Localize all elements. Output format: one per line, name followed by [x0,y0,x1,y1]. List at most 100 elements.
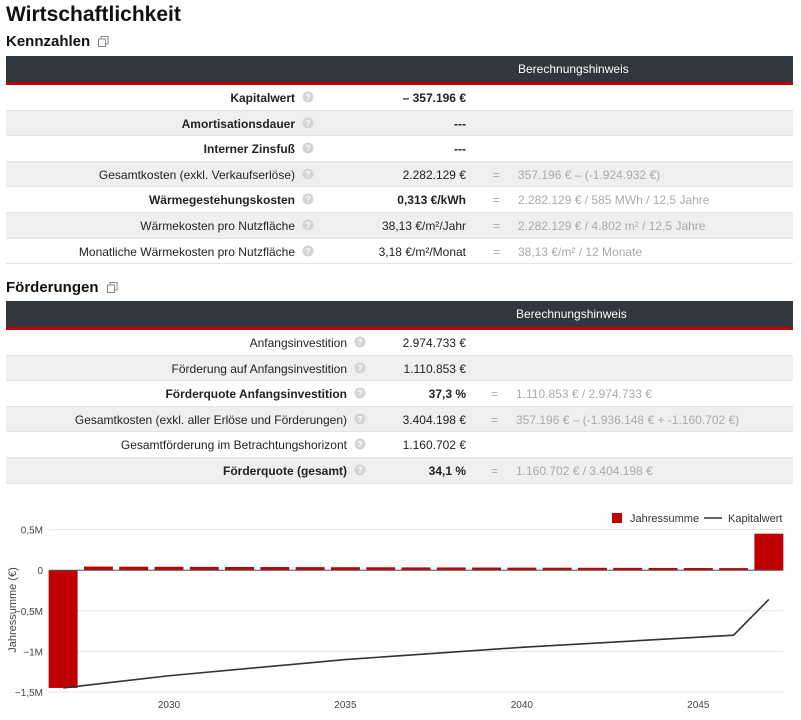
row-value: 2.282.129 € [402,167,466,182]
row-value: --- [454,142,466,157]
row-label: Anfangsinvestition [249,336,347,350]
legend-label: Kapitalwert [728,513,782,525]
y-tick-label: 0,5M [21,526,43,537]
svg-text:?: ? [357,388,362,398]
row-value: 1.160.702 € [402,438,466,453]
kennzahlen-table: Berechnungshinweis Kapitalwert? – 357.196… [6,56,793,265]
bar [330,567,360,571]
row-label: Gesamtförderung im Betrachtungshorizont [120,438,347,453]
row-label: Interner Zinsfuß [203,142,295,157]
x-tick-label: 2035 [334,700,357,711]
table-row: Interner Zinsfuß? --- [6,136,793,162]
table-row: Förderung auf Anfangsinvestition? 1.110.8… [6,355,793,382]
x-tick-label: 2030 [158,700,181,711]
help-icon[interactable]: ? [302,245,314,257]
row-label: Förderquote (gesamt) [222,463,347,478]
help-icon[interactable]: ? [302,193,314,205]
bar [189,566,219,571]
copy-icon[interactable] [106,282,118,293]
table-row: Förderquote (gesamt)? 34,1 % = 1.160.702 € … [6,457,793,484]
bar [613,567,643,571]
x-tick-label: 2045 [687,700,710,711]
row-hint: 357.196 € – (-1.924.932 €) [518,167,661,182]
svg-text:?: ? [305,194,310,204]
svg-text:?: ? [305,246,310,256]
bar [48,570,78,688]
row-equals: = [493,193,501,208]
kennzahlen-title-text: Kennzahlen [6,33,91,50]
help-icon[interactable]: ? [354,438,366,450]
row-value: – 357.196 € [402,91,466,105]
svg-text:?: ? [305,118,310,128]
help-icon[interactable]: ? [302,117,314,129]
row-equals: = [491,387,499,402]
bar [754,533,784,571]
copy-icon[interactable] [98,36,109,47]
table-row: Wärmegestehungskosten? 0,313 €/kWh = 2.282.… [6,187,793,213]
bar [507,567,537,571]
legend-bar-swatch [612,513,622,523]
bar [260,567,290,571]
foerderungen-table: Berechnungshinweis Anfangsinvestition? 2.… [6,301,793,484]
help-icon[interactable]: ? [354,413,366,425]
bar [719,568,749,571]
help-icon[interactable]: ? [302,91,314,103]
svg-text:?: ? [357,337,362,347]
row-value: 2.974.733 € [402,336,466,350]
x-tick-label: 2040 [511,700,534,711]
bar [577,567,607,571]
page-title: Wirtschaftlichkeit [6,3,181,26]
table-row: Kapitalwert? – 357.196 € [6,85,793,111]
table-row: Anfangsinvestition? 2.974.733 € [6,330,793,356]
kennzahlen-title: Kennzahlen [6,33,109,50]
help-icon[interactable]: ? [354,362,366,374]
help-icon[interactable]: ? [302,142,314,154]
row-value: 38,13 €/m²/Jahr [381,218,466,233]
row-value: 3,18 €/m²/Monat [378,244,466,259]
help-icon[interactable]: ? [354,387,366,399]
help-icon[interactable]: ? [354,464,366,476]
help-icon[interactable]: ? [302,219,314,231]
row-hint: 1.110.853 € / 2.974.733 € [516,387,652,402]
row-hint: 2.282.129 € / 585 MWh / 12,5 Jahre [518,193,710,208]
table-row: Gesamtförderung im Betrachtungshorizont?… [6,432,793,458]
row-equals: = [493,167,501,182]
bar [119,566,149,571]
table-row: Gesamtkosten (exkl. Verkaufserlöse)? 2.28… [6,161,793,188]
bar [366,567,396,571]
row-label: Wärmekosten pro Nutzfläche [140,218,295,233]
row-value: 0,313 €/kWh [397,193,466,208]
table-row: Amortisationsdauer? --- [6,110,793,137]
row-equals: = [491,412,499,427]
y-axis-title: Jahressumme (€) [7,567,19,653]
row-label: Wärmegestehungskosten [148,193,295,208]
row-equals: = [493,218,501,233]
table-row: Förderquote Anfangsinvestition? 37,3 % = 1.… [6,381,793,407]
row-label: Monatliche Wärmekosten pro Nutzfläche [78,244,295,259]
row-equals: = [493,244,501,259]
jahressumme-chart: 0,5M 0 −0,5M −1M −1,5M 2030 2035 2040 2045 Jahres… [7,513,784,711]
legend-label: Jahressumme [630,513,699,525]
bar [401,567,431,571]
foerderungen-title-text: Förderungen [6,279,99,296]
row-hint: 38,13 €/m² / 12 Monate [518,244,643,259]
svg-text:?: ? [305,92,310,102]
bar [436,567,466,571]
row-label: Gesamtkosten (exkl. aller Erlöse und För… [74,412,347,427]
row-label: Amortisationsdauer [181,116,295,131]
svg-text:?: ? [305,169,310,179]
bar [683,568,713,571]
row-value: 34,1 % [428,463,466,478]
table-row: Gesamtkosten (exkl. aller Erlöse und För… [6,406,793,433]
row-value: --- [454,116,466,131]
svg-text:?: ? [357,414,362,424]
row-label: Gesamtkosten (exkl. Verkaufserlöse) [98,167,295,182]
help-icon[interactable]: ? [302,168,314,180]
svg-text:?: ? [305,220,310,230]
svg-text:?: ? [357,465,362,475]
row-label: Kapitalwert [230,91,295,105]
svg-text:?: ? [357,439,362,449]
help-icon[interactable]: ? [354,336,366,348]
row-value: 1.110.853 € [403,361,466,376]
bar [542,567,572,571]
